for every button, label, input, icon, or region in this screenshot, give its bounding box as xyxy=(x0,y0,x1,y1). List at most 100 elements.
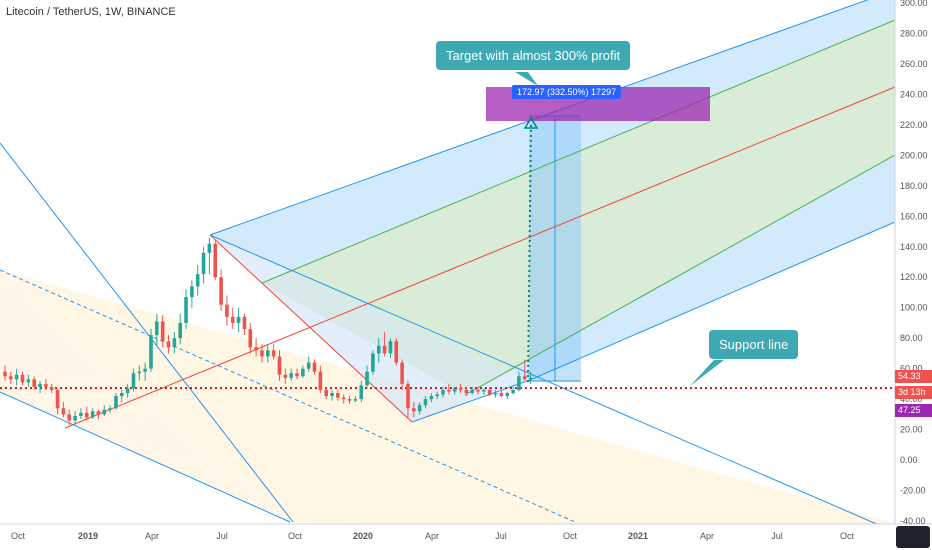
candle-body xyxy=(447,389,451,392)
candle-body xyxy=(44,383,48,387)
pitchfork-lower-mid-line[interactable] xyxy=(464,154,896,396)
countdown-badge: 3d 13h xyxy=(895,386,932,399)
x-tick-label: Oct xyxy=(11,531,26,541)
candle-body xyxy=(230,316,235,323)
price-axis-background xyxy=(895,0,932,550)
candle-body xyxy=(3,371,7,377)
candle-body xyxy=(336,393,340,398)
candle-body xyxy=(394,341,399,363)
candle-body xyxy=(528,377,533,380)
candle-body xyxy=(505,393,510,397)
target-callout[interactable]: Target with almost 300% profit xyxy=(436,41,631,70)
candle-body xyxy=(283,374,288,378)
y-tick-label: 240.00 xyxy=(900,89,928,99)
channel-upper-line[interactable] xyxy=(0,142,294,523)
candle-body xyxy=(400,362,404,384)
candle-body xyxy=(318,371,323,390)
candle-body xyxy=(371,353,375,372)
candle-body xyxy=(96,411,101,415)
candle-body xyxy=(376,345,381,354)
support-callout[interactable]: Support line xyxy=(709,330,799,359)
candle-body xyxy=(301,368,305,377)
y-tick-label: 120.00 xyxy=(900,272,928,282)
target-callout-pointer xyxy=(515,72,538,86)
target-arrowhead xyxy=(523,116,539,129)
y-tick-label: 20.00 xyxy=(900,425,923,435)
target-callout-text: Target with almost 300% profit xyxy=(446,48,621,63)
candle-body xyxy=(14,374,19,380)
candle-body xyxy=(178,322,182,339)
candle-body xyxy=(429,396,434,400)
x-tick-label: Oct xyxy=(840,531,855,541)
pitchfork-upper-mid-line[interactable] xyxy=(261,19,896,284)
y-tick-label: -40.00 xyxy=(900,516,926,526)
y-tick-label: 40.00 xyxy=(900,394,923,404)
y-tick-label: -20.00 xyxy=(900,486,926,496)
last-price-badge: 54.33 xyxy=(895,370,932,383)
candle-body xyxy=(295,373,299,377)
x-tick-label: Jul xyxy=(216,531,228,541)
candle-body xyxy=(388,341,393,354)
candle-body xyxy=(213,243,218,278)
pitchfork-median-line[interactable] xyxy=(64,86,896,429)
candle-body xyxy=(312,362,317,372)
y-tick-label: 80.00 xyxy=(900,333,923,343)
candle-body xyxy=(406,383,410,409)
candle-body xyxy=(114,396,118,409)
candle-body xyxy=(166,341,171,348)
channel-upper-ext-line[interactable] xyxy=(209,234,932,549)
x-tick-label: Apr xyxy=(700,531,714,541)
channel-lower-line[interactable] xyxy=(0,391,291,523)
candle-body xyxy=(470,389,474,394)
candle-body xyxy=(306,362,311,369)
candle-body xyxy=(155,321,159,336)
candle-body xyxy=(353,399,358,401)
tradingview-logo[interactable] xyxy=(896,526,930,548)
candle-body xyxy=(73,415,77,421)
candle-body xyxy=(90,411,95,418)
y-tick-label: 60.00 xyxy=(900,364,923,374)
candle-body xyxy=(487,389,492,395)
candle-body xyxy=(184,297,188,323)
candle-body xyxy=(26,379,31,383)
candle-body xyxy=(20,374,25,383)
y-tick-label: 160.00 xyxy=(900,211,928,221)
candle-body xyxy=(236,316,241,323)
candle-body xyxy=(225,304,229,317)
candle-body xyxy=(49,386,54,390)
pitchfork-base-line[interactable] xyxy=(411,379,531,423)
y-tick-label: 180.00 xyxy=(900,181,928,191)
candle-body xyxy=(330,393,334,397)
pitchfork-handle-line[interactable] xyxy=(209,234,413,423)
candle-body xyxy=(160,321,165,342)
x-tick-label: 2021 xyxy=(628,531,648,541)
candle-body xyxy=(277,356,282,375)
candle-body xyxy=(452,388,457,392)
candle-body xyxy=(517,376,521,390)
candle-body xyxy=(458,388,463,390)
y-tick-label: 220.00 xyxy=(900,120,928,130)
target-price-label: 172.97 (332.50%) 17297 xyxy=(512,85,622,99)
y-tick-label: 300.00 xyxy=(900,0,928,8)
candle-body xyxy=(137,371,142,374)
candle-body xyxy=(242,316,247,330)
candle-body xyxy=(271,350,276,357)
x-tick-label: Oct xyxy=(563,531,578,541)
candle-body xyxy=(522,376,527,380)
candle-body xyxy=(9,376,13,380)
pitchfork-lower-line[interactable] xyxy=(529,221,896,381)
candle-body xyxy=(266,350,270,357)
x-tick-label: 2020 xyxy=(353,531,373,541)
x-tick-label: Apr xyxy=(145,531,159,541)
candle-body xyxy=(190,286,194,298)
candle-body xyxy=(260,350,264,357)
candle-body xyxy=(79,412,83,416)
candle-body xyxy=(511,389,515,394)
pitchfork-handle-fill xyxy=(210,235,530,422)
candle-body xyxy=(131,373,136,389)
candle-body xyxy=(55,389,60,409)
candle-body xyxy=(324,389,328,397)
candle-body xyxy=(464,389,469,394)
